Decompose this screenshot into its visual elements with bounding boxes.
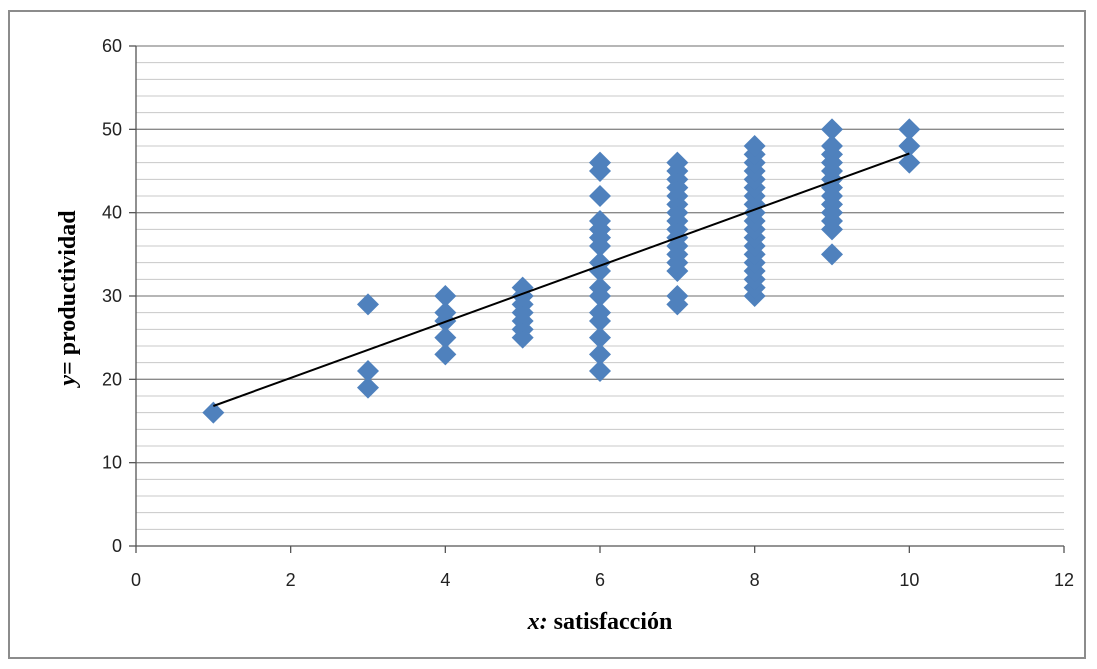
data-point: [434, 285, 457, 307]
data-point: [434, 343, 457, 366]
data-point: [357, 293, 379, 316]
x-tick-label: 12: [1054, 570, 1074, 590]
x-tick-label: 8: [750, 570, 760, 590]
data-point: [821, 243, 843, 266]
data-point: [821, 118, 843, 141]
data-point: [743, 135, 766, 157]
data-point: [666, 285, 689, 307]
y-tick-label: 20: [102, 369, 122, 389]
data-point: [589, 276, 611, 299]
data-point: [898, 151, 921, 174]
data-point: [357, 376, 379, 399]
x-tick-label: 2: [286, 570, 296, 590]
y-tick-label: 60: [102, 36, 122, 56]
data-point: [589, 151, 611, 174]
data-point: [589, 185, 611, 207]
data-point: [589, 301, 611, 324]
data-point: [666, 151, 689, 174]
chart-frame: [8, 10, 1086, 659]
data-points: [202, 118, 921, 424]
x-tick-label: 6: [595, 570, 605, 590]
data-point: [898, 118, 921, 141]
data-point: [202, 401, 225, 424]
y-tick-labels: 0 10 20 30 40 50 60: [102, 36, 122, 556]
y-tick-label: 30: [102, 286, 122, 306]
y-tick-label: 50: [102, 119, 122, 139]
data-point: [511, 276, 534, 299]
data-point: [357, 360, 379, 382]
x-tick-label: 0: [131, 570, 141, 590]
y-tick-label: 0: [112, 536, 122, 556]
data-point: [821, 135, 843, 157]
data-point: [434, 301, 457, 324]
axes: [129, 45, 1065, 553]
y-tick-label: 40: [102, 203, 122, 223]
data-point: [589, 343, 611, 366]
data-point: [589, 360, 611, 382]
x-tick-label: 10: [899, 570, 919, 590]
y-tick-label: 10: [102, 453, 122, 473]
x-tick-labels: 0 2 4 6 8 10 12: [131, 570, 1074, 590]
trendline-group: [212, 152, 910, 407]
data-point: [434, 326, 457, 349]
data-point: [589, 210, 611, 232]
trendline: [212, 152, 910, 407]
data-point: [589, 326, 611, 349]
x-tick-label: 4: [440, 570, 450, 590]
data-point: [898, 135, 921, 157]
y-axis-title: y= productividad: [55, 210, 81, 389]
x-axis-title: x: satisfacción: [527, 609, 673, 635]
